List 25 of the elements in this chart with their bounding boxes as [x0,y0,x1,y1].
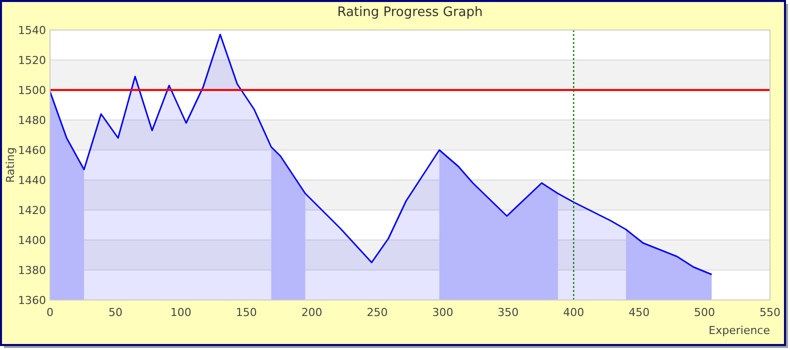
y-tick-label: 1480 [18,114,46,127]
x-tick-label: 0 [46,306,54,319]
x-tick-label: 450 [628,306,650,319]
y-tick-label: 1380 [18,264,46,277]
x-tick-label: 200 [301,306,322,319]
y-tick-label: 1520 [18,54,46,67]
x-tick-label: 300 [432,306,454,319]
x-tick-label: 500 [694,306,716,319]
y-tick-label: 1540 [18,24,46,37]
x-tick-label: 350 [498,306,519,319]
chart-title: Rating Progress Graph [337,5,483,20]
x-axis-title: Experience [708,324,770,337]
y-tick-label: 1500 [18,84,46,97]
y-tick-label: 1460 [18,144,46,157]
x-tick-label: 250 [366,306,388,319]
x-tick-label: 150 [236,306,257,319]
x-tick-label: 50 [108,306,122,319]
y-tick-label: 1400 [18,234,46,247]
x-tick-label: 400 [563,306,584,319]
y-tick-label: 1440 [18,174,46,187]
y-tick-label: 1420 [18,204,46,217]
x-tick-label: 550 [760,306,780,319]
y-axis-title: Rating [4,147,17,183]
y-tick-label: 1360 [18,294,46,307]
x-tick-label: 100 [170,306,192,319]
